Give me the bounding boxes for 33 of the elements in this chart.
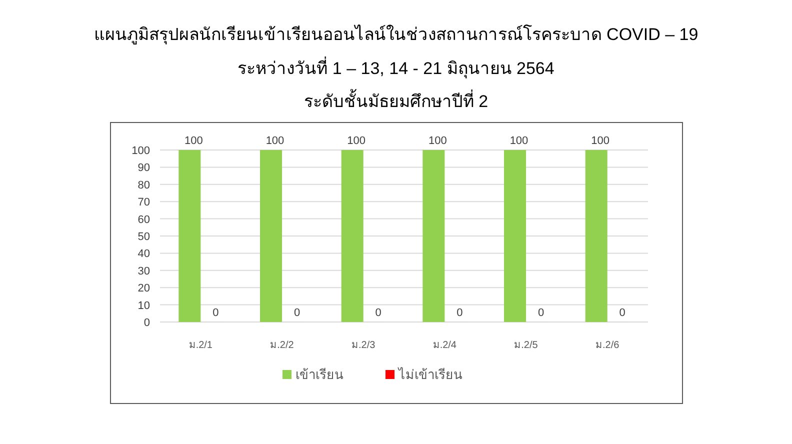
data-label: 0	[538, 307, 544, 319]
y-tick-label: 10	[138, 300, 150, 312]
chart-title: แผนภูมิสรุปผลนักเรียนเข้าเรียนออนไลน์ในช่วงสถานการณ์โรคระบาด COVID – 19	[94, 24, 698, 45]
data-label: 0	[619, 307, 626, 319]
data-label: 0	[456, 307, 463, 319]
data-label: 100	[591, 135, 610, 147]
x-tick-label: ม.2/5	[514, 340, 538, 351]
x-tick-label: ม.2/2	[270, 340, 294, 351]
data-label: 100	[510, 135, 528, 147]
y-tick-label: 50	[138, 231, 150, 243]
data-label: 0	[294, 307, 300, 319]
x-tick-label: ม.2/1	[188, 340, 213, 351]
legend-label: ไม่เข้าเรียน	[398, 367, 462, 382]
y-tick-label: 100	[132, 145, 150, 157]
legend-label: เข้าเรียน	[296, 367, 344, 382]
y-tick-label: 90	[138, 162, 150, 174]
data-label: 100	[428, 135, 447, 147]
data-label: 0	[375, 307, 382, 319]
y-tick-label: 30	[138, 265, 150, 278]
x-tick-label: ม.2/4	[432, 340, 457, 351]
y-tick-label: 0	[144, 317, 150, 329]
y-tick-label: 80	[138, 179, 150, 192]
y-tick-label: 70	[138, 196, 150, 209]
data-label: 100	[184, 135, 203, 147]
y-tick-label: 60	[138, 214, 150, 226]
chart-subtitle: ระหว่างวันที่ 1 – 13, 14 - 21 มิถุนายน 2564 ระดับชั้นมัธยมศึกษาปีที่ 2	[238, 56, 554, 111]
data-label: 100	[266, 135, 284, 147]
data-label: 100	[347, 135, 366, 147]
data-label: 0	[212, 307, 219, 319]
x-tick-label: ม.2/6	[595, 340, 620, 351]
x-tick-label: ม.2/3	[351, 340, 376, 351]
y-tick-label: 20	[138, 282, 150, 295]
y-tick-label: 40	[138, 248, 150, 260]
